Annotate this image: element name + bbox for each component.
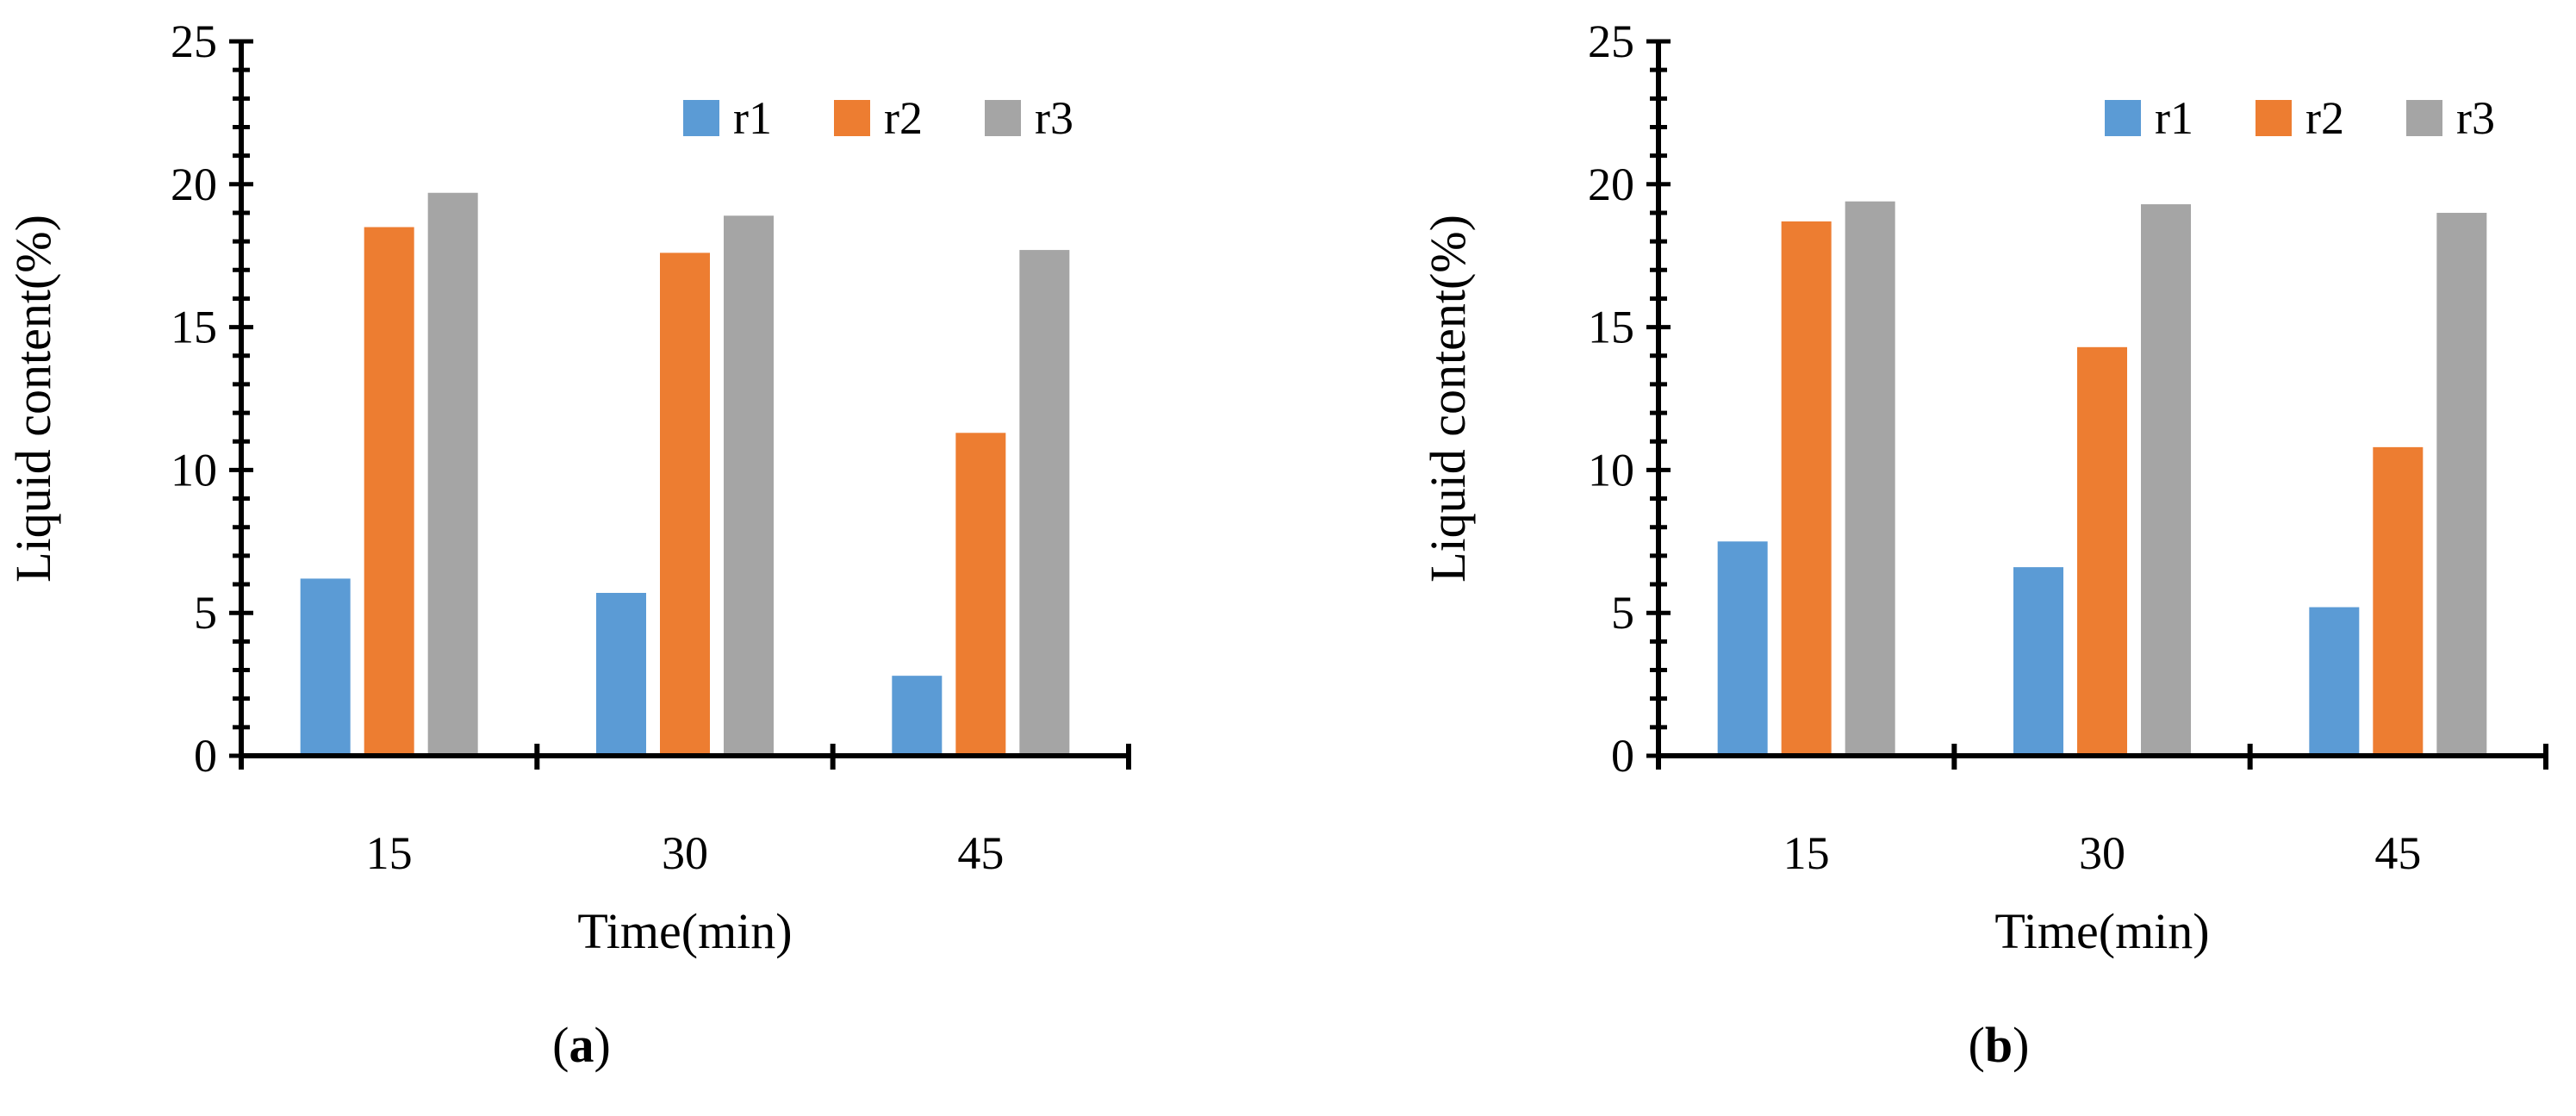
panel-caption-a: (a) bbox=[552, 1017, 611, 1073]
bar-r1-15 bbox=[300, 578, 351, 756]
chart-panel-a: 0 5 10 15 20 25 15 30 45 Time(min) Liquid content(… bbox=[5, 16, 1131, 1073]
legend-swatch-r1 bbox=[683, 100, 719, 136]
legend-label-r2: r2 bbox=[2305, 92, 2344, 144]
x-axis-title: Time(min) bbox=[1994, 903, 2209, 959]
legend-label-r2: r2 bbox=[884, 92, 923, 144]
bar-r3-15 bbox=[1845, 201, 1895, 757]
y-tick-label: 10 bbox=[171, 444, 217, 496]
bar-r3-45 bbox=[1019, 250, 1070, 756]
x-tick-label: 30 bbox=[2079, 827, 2125, 879]
x-tick-label: 45 bbox=[957, 827, 1004, 879]
y-tick-label: 15 bbox=[171, 302, 217, 353]
legend-label-r3: r3 bbox=[2456, 92, 2495, 144]
legend-label-r3: r3 bbox=[1035, 92, 1073, 144]
caption-letter: b bbox=[1985, 1017, 2013, 1073]
y-tick-label: 20 bbox=[1588, 159, 1634, 210]
bar-r1-45 bbox=[2309, 607, 2360, 756]
x-tick-label: 45 bbox=[2374, 827, 2421, 879]
y-tick-label: 25 bbox=[1588, 16, 1634, 67]
bar-r3-30 bbox=[724, 215, 774, 756]
bar-r3-30 bbox=[2141, 204, 2191, 757]
legend-swatch-r2 bbox=[834, 100, 870, 136]
caption-close-paren: ) bbox=[2013, 1017, 2029, 1073]
x-tick-label: 30 bbox=[662, 827, 708, 879]
y-tick-label: 5 bbox=[1611, 587, 1634, 639]
panel-caption-b: (b) bbox=[1969, 1017, 2030, 1073]
legend: r1 r2 r3 bbox=[2105, 92, 2495, 144]
bar-r2-15 bbox=[364, 227, 414, 756]
legend-label-r1: r1 bbox=[733, 92, 772, 144]
y-tick-label: 0 bbox=[1611, 730, 1634, 782]
bar-r3-15 bbox=[427, 192, 478, 757]
x-tick-label: 15 bbox=[1783, 827, 1830, 879]
bar-r1-45 bbox=[892, 676, 943, 756]
bar-r2-30 bbox=[2077, 346, 2127, 756]
bar-r2-45 bbox=[955, 433, 1006, 756]
caption-open-paren: ( bbox=[1969, 1017, 1985, 1073]
y-tick-label: 15 bbox=[1588, 302, 1634, 353]
legend-label-r1: r1 bbox=[2155, 92, 2193, 144]
legend-swatch-r3 bbox=[985, 100, 1021, 136]
y-tick-label: 10 bbox=[1588, 444, 1634, 496]
y-tick-label: 5 bbox=[194, 587, 217, 639]
caption-letter: a bbox=[569, 1017, 594, 1073]
bar-r1-15 bbox=[1717, 541, 1768, 756]
legend-swatch-r2 bbox=[2256, 100, 2292, 136]
bar-r1-30 bbox=[2013, 567, 2063, 756]
bar-r2-30 bbox=[660, 253, 710, 756]
y-axis-title: Liquid content(%) bbox=[5, 215, 61, 583]
legend: r1 r2 r3 bbox=[683, 92, 1073, 144]
chart-panel-b: 0 5 10 15 20 25 15 30 45 Time(min) Liquid content(… bbox=[1420, 16, 2548, 1073]
y-tick-label: 25 bbox=[171, 16, 217, 67]
bar-r1-30 bbox=[596, 592, 646, 756]
bar-r2-45 bbox=[2373, 446, 2424, 756]
x-tick-label: 15 bbox=[366, 827, 413, 879]
x-axis-title: Time(min) bbox=[577, 903, 792, 959]
y-axis-title: Liquid content(%) bbox=[1420, 215, 1476, 583]
caption-open-paren: ( bbox=[552, 1017, 569, 1073]
y-tick-label: 0 bbox=[194, 730, 217, 782]
legend-swatch-r3 bbox=[2406, 100, 2442, 136]
caption-close-paren: ) bbox=[594, 1017, 611, 1073]
bar-r2-15 bbox=[1781, 221, 1832, 757]
bar-r3-45 bbox=[2436, 212, 2487, 756]
y-tick-label: 20 bbox=[171, 159, 217, 210]
legend-swatch-r1 bbox=[2105, 100, 2141, 136]
